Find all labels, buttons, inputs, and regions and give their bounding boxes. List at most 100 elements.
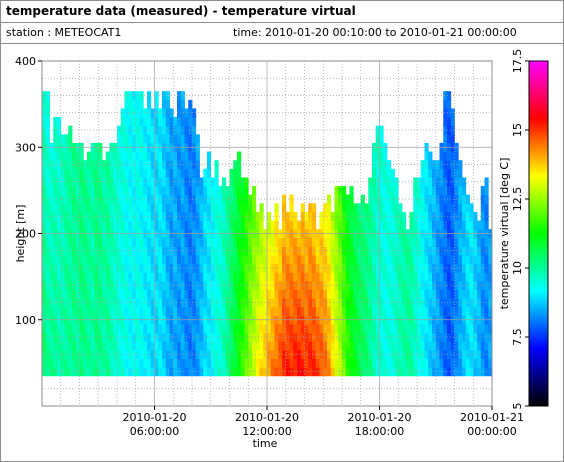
heatmap-cell (222, 237, 227, 247)
heatmap-cell (368, 272, 373, 282)
heatmap-cell (162, 134, 167, 144)
heatmap-cell (158, 237, 163, 247)
heatmap-cell (353, 263, 358, 273)
heatmap-cell (394, 358, 399, 368)
heatmap-cell (87, 367, 92, 377)
heatmap-cell (330, 280, 335, 290)
heatmap-cell (177, 263, 182, 273)
heatmap-cell (338, 272, 343, 282)
heatmap-cell (132, 367, 137, 377)
heatmap-cell (113, 341, 118, 351)
heatmap-cell (162, 306, 167, 316)
heatmap-cell (199, 220, 204, 230)
heatmap-cell (45, 272, 50, 282)
heatmap-cell (248, 306, 253, 316)
heatmap-cell (229, 306, 234, 316)
heatmap-cell (150, 203, 155, 213)
heatmap-cell (315, 246, 320, 256)
heatmap-cell (207, 151, 212, 161)
heatmap-cell (252, 289, 257, 299)
heatmap-cell (214, 255, 219, 265)
heatmap-cell (203, 168, 208, 178)
heatmap-cell (330, 289, 335, 299)
heatmap-cell (473, 211, 478, 221)
heatmap-cell (267, 220, 272, 230)
heatmap-cell (57, 246, 62, 256)
heatmap-cell (443, 272, 448, 282)
heatmap-cell (353, 220, 358, 230)
heatmap-cell (207, 358, 212, 368)
heatmap-cell (289, 203, 294, 213)
heatmap-cell (473, 367, 478, 377)
heatmap-cell (154, 255, 159, 265)
heatmap-cell (488, 341, 493, 351)
heatmap-cell (180, 349, 185, 359)
heatmap-cell (473, 246, 478, 256)
heatmap-cell (173, 263, 178, 273)
heatmap-cell (192, 367, 197, 377)
heatmap-cell (402, 332, 407, 342)
heatmap-cell (252, 186, 257, 196)
heatmap-cell (147, 255, 152, 265)
heatmap-cell (349, 237, 354, 247)
heatmap-cell (375, 125, 380, 135)
heatmap-cell (90, 263, 95, 273)
heatmap-cell (169, 220, 174, 230)
heatmap-cell (439, 186, 444, 196)
heatmap-cell (120, 203, 125, 213)
heatmap-cell (94, 289, 99, 299)
heatmap-cell (368, 332, 373, 342)
heatmap-cell (169, 168, 174, 178)
heatmap-cell (210, 177, 215, 187)
heatmap-cell (394, 289, 399, 299)
heatmap-cell (132, 194, 137, 204)
heatmap-cell (394, 186, 399, 196)
heatmap-cell (368, 177, 373, 187)
heatmap-cell (327, 358, 332, 368)
heatmap-cell (312, 341, 317, 351)
heatmap-cell (248, 324, 253, 334)
heatmap-cell (90, 367, 95, 377)
heatmap-cell (158, 263, 163, 273)
heatmap-cell (450, 160, 455, 170)
heatmap-cell (195, 280, 200, 290)
heatmap-cell (439, 220, 444, 230)
heatmap-cell (192, 306, 197, 316)
heatmap-cell (192, 108, 197, 118)
heatmap-cell (465, 272, 470, 282)
heatmap-cell (173, 117, 178, 127)
heatmap-cell (345, 246, 350, 256)
heatmap-cell (383, 280, 388, 290)
heatmap-cell (60, 298, 65, 308)
heatmap-cell (177, 280, 182, 290)
heatmap-cell (259, 255, 264, 265)
heatmap-cell (488, 246, 493, 256)
heatmap-cell (162, 298, 167, 308)
heatmap-cell (342, 211, 347, 221)
heatmap-cell (439, 272, 444, 282)
heatmap-cell (60, 358, 65, 368)
heatmap-cell (203, 341, 208, 351)
heatmap-cell (240, 246, 245, 256)
heatmap-cell (432, 160, 437, 170)
heatmap-cell (428, 237, 433, 247)
heatmap-cell (237, 246, 242, 256)
heatmap-cell (323, 341, 328, 351)
heatmap-cell (90, 186, 95, 196)
heatmap-cell (428, 211, 433, 221)
heatmap-cell (98, 246, 103, 256)
heatmap-cell (300, 255, 305, 265)
heatmap-cell (42, 211, 47, 221)
heatmap-cell (462, 255, 467, 265)
heatmap-cell (53, 211, 58, 221)
heatmap-cell (42, 298, 47, 308)
heatmap-cell (368, 306, 373, 316)
heatmap-cell (345, 220, 350, 230)
heatmap-cell (293, 280, 298, 290)
heatmap-cell (447, 237, 452, 247)
heatmap-cell (402, 289, 407, 299)
heatmap-cell (477, 324, 482, 334)
heatmap-cell (162, 341, 167, 351)
heatmap-cell (383, 272, 388, 282)
heatmap-cell (173, 246, 178, 256)
